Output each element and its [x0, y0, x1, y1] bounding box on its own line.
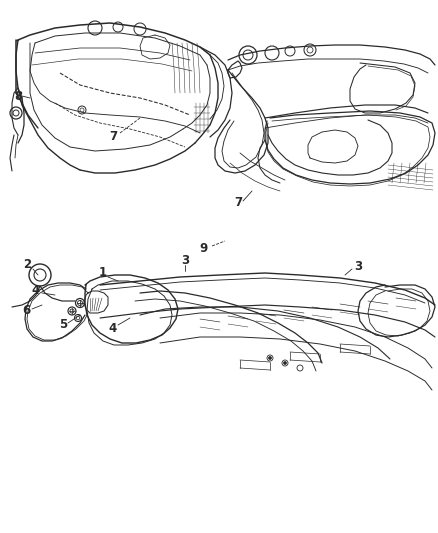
Text: 3: 3	[181, 254, 189, 268]
Text: 1: 1	[99, 266, 107, 279]
Circle shape	[268, 357, 272, 359]
Text: 4: 4	[109, 321, 117, 335]
Text: 7: 7	[234, 197, 242, 209]
Text: 4: 4	[32, 285, 40, 297]
Text: 2: 2	[23, 259, 31, 271]
Text: 3: 3	[354, 260, 362, 272]
Text: 6: 6	[22, 304, 30, 318]
Circle shape	[283, 361, 286, 365]
Text: 8: 8	[14, 90, 22, 102]
Text: 5: 5	[59, 319, 67, 332]
Text: 7: 7	[109, 130, 117, 142]
Text: 9: 9	[200, 241, 208, 254]
